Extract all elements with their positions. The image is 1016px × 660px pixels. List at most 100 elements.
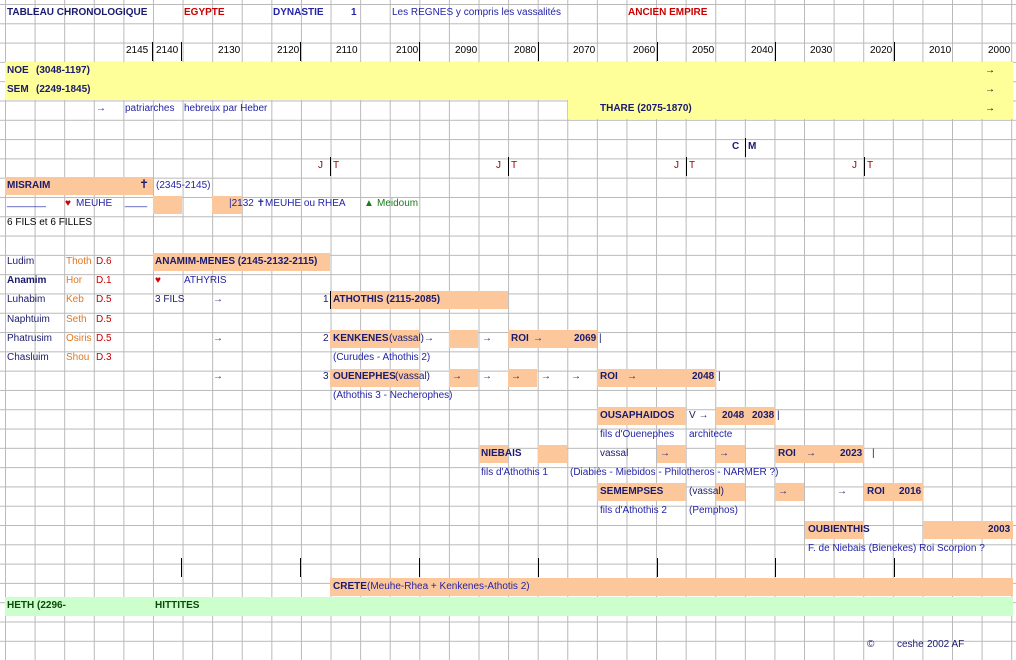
misraim-dates: (2345-2145) <box>156 180 211 191</box>
end-bar: | <box>599 333 602 344</box>
niebais-band-3 <box>657 445 686 463</box>
niebais-note: (Diabiès - Miebidos - Philotheros - NARM… <box>570 467 779 478</box>
year-tick <box>300 42 301 61</box>
arrow-icon: → <box>985 103 995 114</box>
year-tick <box>419 42 420 61</box>
rhea-label: |2132 ✝MEUHE ou RHEA <box>229 198 346 209</box>
semempses-pemphos: (Pemphos) <box>689 505 738 516</box>
heth-name: HETH (2296- <box>7 600 66 611</box>
son-dynasty: D.5 <box>96 314 112 325</box>
niebais-vassal: vassal <box>600 448 629 459</box>
son-god: Thoth <box>66 256 92 267</box>
son-god: Shou <box>66 352 90 363</box>
number-3: 3 <box>323 371 329 382</box>
oubienthis-name: OUBIENTHIS <box>808 524 870 535</box>
end-bar: | <box>718 371 721 382</box>
crete-band <box>330 578 1013 596</box>
cross-icon: ✝ <box>139 177 150 191</box>
year-label: 2100 <box>396 45 419 56</box>
year-tick <box>181 42 182 61</box>
year-label: 2070 <box>573 45 596 56</box>
year-label: 2040 <box>751 45 774 56</box>
meuhe-name: MEUHE <box>76 198 113 209</box>
sem-band <box>5 81 1013 100</box>
end-bar: | <box>777 410 780 421</box>
arrow-icon: → <box>452 371 462 382</box>
blank-line: ____ <box>125 197 148 208</box>
crete-detail: (Meuhe-Rhea + Kenkenes-Athotis 2) <box>367 581 530 592</box>
crete-name: CRETE <box>333 581 367 592</box>
niebais-roi: ROI <box>778 448 796 459</box>
arrow-icon: → <box>482 333 492 344</box>
separator-line <box>538 558 539 577</box>
marker-line <box>508 157 509 176</box>
year-label: 2120 <box>277 45 300 56</box>
empire-label: ANCIEN EMPIRE <box>628 7 708 18</box>
kenkenes-name: KENKENES <box>333 333 389 344</box>
ouenephes-band-2 <box>449 369 478 387</box>
niebais-name: NIEBAIS <box>481 448 522 459</box>
oubienthis-band-2 <box>923 521 1013 539</box>
marker-line <box>330 291 331 309</box>
year-tick <box>538 42 539 61</box>
ousaphaidos-name: OUSAPHAIDOS <box>600 410 675 421</box>
marker-j: J <box>496 160 501 171</box>
year-label: 2030 <box>810 45 833 56</box>
arrow-icon: → <box>837 486 847 497</box>
year-label: 2140 <box>156 45 179 56</box>
ousaphaidos-v: V → <box>689 410 709 421</box>
separator-line <box>657 558 658 577</box>
separator-line <box>181 558 182 577</box>
son-name: Naphtuim <box>7 314 50 325</box>
arrow-icon: → <box>511 371 521 382</box>
marker-j: J <box>318 160 323 171</box>
year-label: 2145 <box>126 45 149 56</box>
marker-line <box>330 157 331 176</box>
ouenephes-sub: (Athothis 3 - Necherophes) <box>333 390 453 401</box>
year-tick <box>152 42 153 61</box>
dynasty-number: 1 <box>351 7 357 18</box>
noe-name: NOE <box>7 65 29 76</box>
marker-j: J <box>674 160 679 171</box>
son-god: Keb <box>66 294 84 305</box>
hittites-label: HITTITES <box>155 600 200 611</box>
semempses-sub: fils d'Athothis 2 <box>600 505 667 516</box>
heth-band <box>5 597 1013 616</box>
arrow-icon: → <box>533 333 543 344</box>
semempses-band-3 <box>775 483 804 501</box>
ousaphaidos-year-2: 2038 <box>752 410 775 421</box>
ousaphaidos-band-1 <box>597 407 686 425</box>
number-2: 2 <box>323 333 329 344</box>
marker-t: T <box>689 160 696 171</box>
semempses-roi: ROI <box>867 486 885 497</box>
son-name: Phatrusim <box>7 333 53 344</box>
patriarches-label: patriarches <box>125 103 175 114</box>
ouenephes-band-3 <box>508 369 537 387</box>
arrow-icon: → <box>985 84 995 95</box>
country-label: EGYPTE <box>184 7 225 18</box>
semempses-band-2 <box>716 483 745 501</box>
meidoum-label: Meidoum <box>377 198 419 209</box>
semempses-name: SEMEMPSES <box>600 486 664 497</box>
footer-year: 2002 AF <box>927 639 965 650</box>
semempses-band-1 <box>597 483 686 501</box>
kenkenes-roi: ROI <box>511 333 529 344</box>
misraim-band <box>5 177 153 195</box>
heart-icon: ♥ <box>155 275 161 286</box>
kenkenes-band-3 <box>508 330 597 348</box>
marker-j: J <box>852 160 857 171</box>
separator-line <box>894 558 895 577</box>
pyramid-icon: ▲ <box>364 198 374 209</box>
year-label: 2060 <box>633 45 656 56</box>
marker-t: T <box>511 160 518 171</box>
ousaphaidos-arch: architecte <box>689 429 733 440</box>
athothis-label: ATHOTHIS (2115-2085) <box>333 294 441 305</box>
kenkenes-year: 2069 <box>574 333 597 344</box>
end-bar: | <box>872 448 875 459</box>
marker-m: M <box>748 141 757 152</box>
ouenephes-roi: ROI <box>600 371 618 382</box>
ouenephes-band-4 <box>597 369 716 387</box>
arrow-icon: → <box>96 103 106 114</box>
arrow-icon: → <box>778 486 788 497</box>
